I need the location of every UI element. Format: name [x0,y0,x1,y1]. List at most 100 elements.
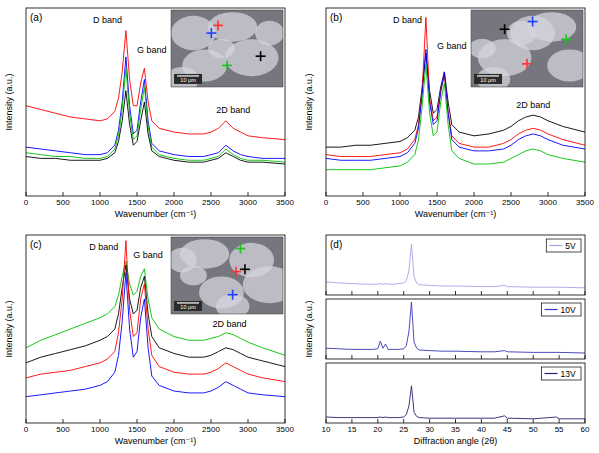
inset [171,237,283,314]
legend-swatch [549,245,562,246]
x-tick [533,355,534,359]
x-tick-label: 30 [425,425,434,434]
x-tick-label: 40 [477,425,486,434]
x-tick-label: 0 [324,198,329,207]
plot-frame [26,235,285,423]
panel: 0500100015002000250030003500D bandG band… [304,8,594,219]
x-tick [548,192,549,196]
x-tick-label: 0 [24,198,29,207]
annotation: G band [133,250,163,260]
legend-box [542,303,581,316]
inset-cross [565,34,567,44]
scale-label: 10 μm [480,77,496,83]
scale-box [174,301,202,311]
x-tick [363,192,364,196]
x-tick-label: 2500 [202,425,220,434]
inset-texture [547,49,583,81]
x-tick [455,419,456,423]
inset-frame [171,10,283,87]
x-tick [481,355,482,359]
x-tick [455,355,456,359]
x-tick-label: 15 [347,425,356,434]
x-tick [63,419,64,423]
lines [326,302,585,353]
inset-cross [232,290,234,300]
annotation: G band [437,41,467,51]
inset-cross [226,60,228,70]
panel: 0500100015002000250030003500D bandG band… [4,235,296,446]
inset-texture [507,21,536,46]
x-tick [429,419,430,423]
panel: 5V10V101520253035404550556013V(d)Diffrac… [304,235,590,446]
legend-box [542,367,581,380]
x-tick [100,419,101,423]
x-tick-label: 3500 [276,425,294,434]
x-tick [351,355,352,359]
legend-swatch [545,373,558,374]
inset-texture [471,39,496,59]
x-tick [248,419,249,423]
x-tick [559,419,560,423]
x-tick-label: 2000 [465,198,483,207]
inset [471,10,583,87]
x-tick-label: 1500 [128,198,146,207]
plot-frame [326,299,585,359]
inset-cross [504,24,506,34]
x-tick-label: 45 [503,425,512,434]
x-tick-label: 1500 [128,425,146,434]
x-tick [137,192,138,196]
x-tick-label: 50 [529,425,538,434]
series-line [326,386,585,419]
x-tick [533,419,534,423]
inset-cross [260,51,262,61]
inset-texture [208,39,235,59]
plot-frame [26,8,285,196]
legend-box [546,239,581,252]
x-tick [400,192,401,196]
x-tick [507,291,508,295]
figure: 0500100015002000250030003500D bandG band… [0,0,599,453]
x-tick [437,192,438,196]
inset-frame [471,10,583,87]
x-tick-label: 0 [24,425,29,434]
x-tick [174,419,175,423]
x-tick [474,192,475,196]
x-tick [377,355,378,359]
x-tick [63,192,64,196]
x-tick [455,291,456,295]
lines [326,386,585,419]
inset-texture [255,21,283,46]
y-axis-title: Intensity (a.u.) [304,73,314,130]
x-tick [211,419,212,423]
plot-frame [326,363,585,423]
legend-swatch [545,309,558,310]
annotation: 2D band [212,319,246,329]
x-tick [429,291,430,295]
inset-cross [526,59,528,69]
series-line [26,241,285,382]
x-tick [511,192,512,196]
inset-texture [180,266,207,286]
panel-label: (b) [330,12,342,23]
y-axis-title: Intensity (a.u.) [4,73,14,130]
x-tick-label: 35 [451,425,460,434]
inset-cross [240,244,242,254]
x-tick [211,192,212,196]
inset-cross [532,17,534,27]
x-tick-label: 1500 [428,198,446,207]
x-tick-label: 3000 [239,198,257,207]
x-tick [403,419,404,423]
x-tick [403,291,404,295]
inset-frame [171,237,283,314]
scale-bar [177,75,199,76]
x-tick [377,419,378,423]
x-tick-label: 500 [56,198,70,207]
x-tick [481,419,482,423]
annotation: D band [93,15,122,25]
x-tick-label: 3500 [576,198,594,207]
x-tick-label: 500 [356,198,370,207]
y-axis-title: Intensity (a.u.) [304,300,314,357]
x-tick [559,355,560,359]
x-tick-label: 2000 [165,198,183,207]
inset-cross [244,264,246,274]
